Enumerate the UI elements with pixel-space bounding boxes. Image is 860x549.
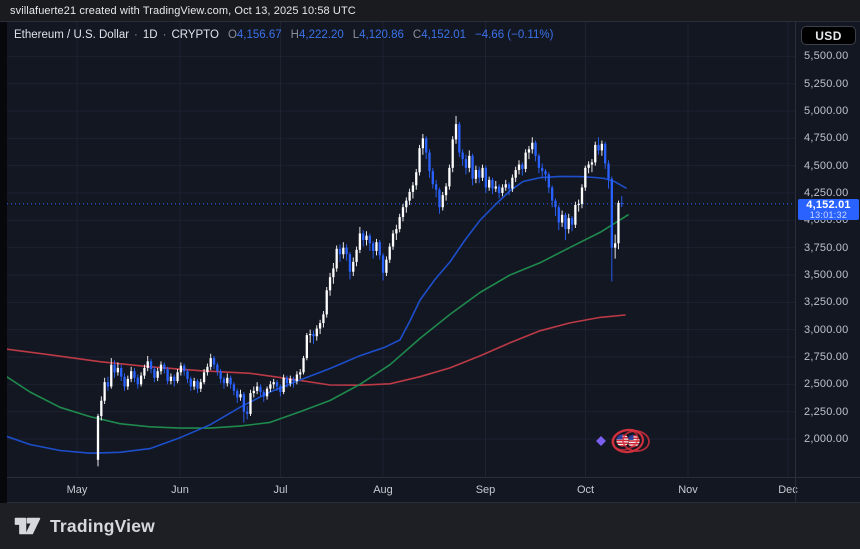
left-edge-strip [0, 22, 7, 503]
red-scribble-ellipse [611, 429, 639, 451]
price-axis-label: 5,500.00 [804, 50, 849, 63]
price-axis-label: 3,000.00 [804, 323, 849, 336]
price-axis-label: 2,750.00 [804, 351, 849, 363]
price-axis-label: 3,250.00 [804, 296, 849, 309]
price-axis-label: 4,250.00 [804, 187, 849, 199]
price-axis-label: 5,250.00 [804, 77, 849, 90]
bar-countdown: 13:01:32 [809, 209, 848, 220]
attribution-text: svillafuerte21 created with TradingView.… [10, 4, 356, 17]
purple-diamond-sticker [596, 436, 606, 446]
time-axis-label: Dec [778, 484, 798, 496]
price-axis-label: 2,000.00 [804, 433, 849, 445]
legend-separator: · [134, 29, 138, 41]
axis-corner-separator [795, 478, 796, 504]
price-axis-label: 3,500.00 [804, 269, 849, 281]
time-axis-label: Nov [678, 484, 698, 496]
top-attribution-bar: svillafuerte21 created with TradingView.… [0, 0, 860, 22]
chart-background [0, 22, 860, 477]
time-axis-label: Jun [171, 484, 189, 496]
exchange-label: CRYPTO [171, 29, 219, 41]
close-value: C4,152.01 [412, 29, 466, 41]
ma-red-200d [7, 314, 626, 386]
price-axis-label: 2,500.00 [804, 378, 849, 391]
time-axis-label: Oct [576, 484, 595, 496]
price-axis-label: 4,750.00 [804, 132, 849, 145]
ma-green-100d [7, 214, 629, 429]
time-axis-label: May [66, 484, 88, 496]
change-value: −4.66 (−0.11%) [475, 29, 554, 41]
time-axis-label: Aug [373, 484, 393, 496]
time-axis[interactable]: May Jun Jul Aug Sep Oct Nov Dec [0, 477, 860, 504]
symbol-title[interactable]: Ethereum / U.S. Dollar [14, 29, 130, 41]
interval-label: 1D [142, 29, 158, 41]
symbol-legend: Ethereum / U.S. Dollar · 1D · CRYPTO O4,… [14, 29, 553, 41]
flag-scribble-annotation[interactable] [596, 427, 650, 454]
current-price-tag[interactable]: 4,152.01 13:01:32 [798, 198, 859, 220]
price-axis-label: 4,500.00 [804, 159, 849, 172]
candles-layer [96, 115, 623, 467]
price-axis-label: 3,750.00 [804, 241, 849, 254]
price-axis-label: 2,250.00 [804, 405, 849, 418]
red-scribble-ellipse [622, 430, 650, 452]
candlestick-chart-canvas[interactable] [7, 22, 795, 477]
price-axis-label: 5,000.00 [804, 105, 849, 117]
tradingview-wordmark[interactable]: TradingView [50, 515, 155, 536]
gridlines [7, 22, 795, 477]
time-axis-label: Jul [273, 484, 288, 496]
current-price-value: 4,152.01 [806, 198, 851, 211]
price-axis[interactable]: USD 5,500.00 5,250.00 5,000.00 4,750.00 4,50… [795, 22, 860, 477]
open-value: O4,156.67 [227, 29, 282, 41]
ma-blue-50d [7, 175, 627, 454]
footer-bar: TradingView [0, 503, 860, 549]
currency-toggle-button[interactable]: USD [801, 26, 856, 45]
tradingview-logo-icon[interactable] [14, 514, 42, 538]
time-axis-label: Sep [475, 484, 496, 496]
high-value: H4,222.20 [290, 29, 344, 41]
legend-separator: · [162, 29, 167, 41]
low-value: L4,120.86 [352, 29, 404, 41]
